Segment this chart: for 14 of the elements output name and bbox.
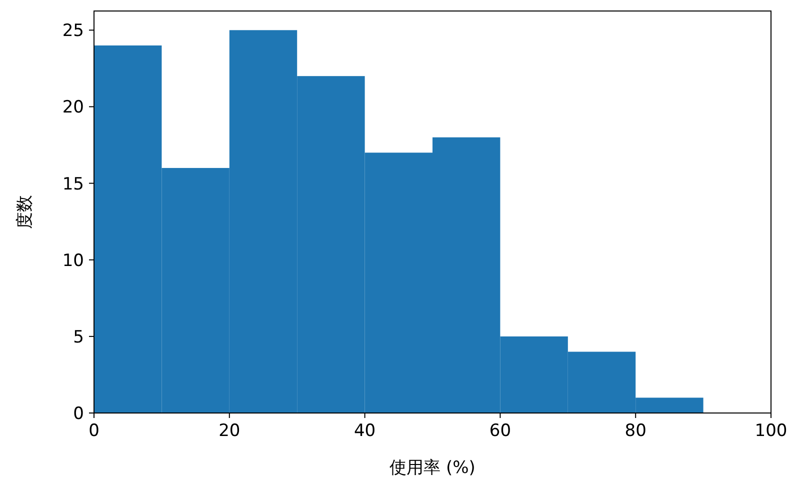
x-axis-title: 使用率 (%) xyxy=(390,458,476,478)
x-tick-label: 80 xyxy=(624,421,646,441)
x-tick-label: 60 xyxy=(489,421,512,441)
x-tick-label: 40 xyxy=(354,421,376,441)
x-tick-label: 20 xyxy=(218,421,240,441)
y-tick-label: 5 xyxy=(73,327,84,348)
x-tick-label: 100 xyxy=(754,421,788,441)
y-tick-label: 15 xyxy=(62,174,84,194)
y-tick-label: 0 xyxy=(73,404,84,424)
y-axis-title: 度数 xyxy=(15,195,35,229)
x-tick-label: 0 xyxy=(88,421,100,441)
y-tick-label: 25 xyxy=(62,21,84,42)
y-tick-label: 10 xyxy=(62,250,84,271)
y-tick-label: 20 xyxy=(62,98,84,118)
